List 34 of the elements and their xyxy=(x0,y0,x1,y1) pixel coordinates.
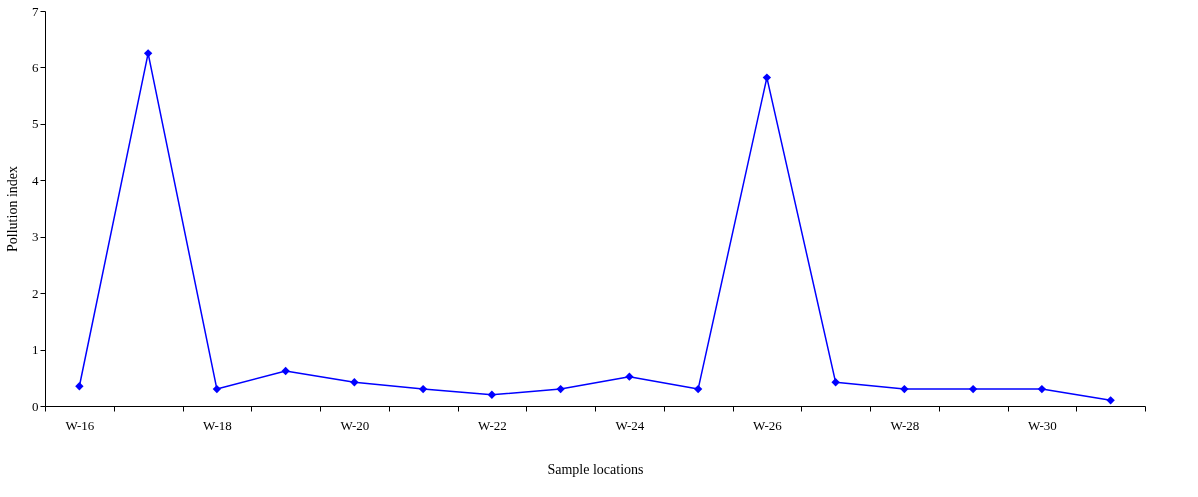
x-axis-title: Sample locations xyxy=(547,461,644,477)
point xyxy=(1037,384,1047,394)
y-tick-label: 7 xyxy=(32,3,39,19)
point xyxy=(487,390,497,399)
x-tick-label: W-24 xyxy=(615,417,645,433)
y-tick-label: 5 xyxy=(32,116,39,132)
point xyxy=(900,384,909,394)
point xyxy=(350,378,359,387)
point xyxy=(143,49,153,58)
point xyxy=(418,384,428,394)
point xyxy=(693,384,703,394)
point xyxy=(625,372,634,381)
x-tick-label: W-30 xyxy=(1027,417,1057,433)
point xyxy=(281,366,290,376)
point xyxy=(212,384,222,394)
y-tick-label: 1 xyxy=(32,342,39,358)
x-tick-label: W-28 xyxy=(890,417,920,433)
x-tick-label: W-18 xyxy=(202,417,232,433)
y-tick-label: 2 xyxy=(32,285,39,301)
y-tick-label: 3 xyxy=(32,229,39,245)
y-tick-label: 0 xyxy=(32,398,39,414)
x-tick-label: W-16 xyxy=(65,417,95,433)
x-tick-label: W-20 xyxy=(340,417,370,433)
x-tick-label: W-26 xyxy=(752,417,783,433)
point xyxy=(75,382,84,391)
point xyxy=(762,73,772,82)
point xyxy=(1106,396,1115,405)
y-axis-title: Pollution index xyxy=(5,166,20,252)
x-tick-label: W-22 xyxy=(477,417,507,433)
point xyxy=(968,384,978,394)
point xyxy=(556,384,565,394)
y-tick-label: 6 xyxy=(32,59,39,75)
y-tick-label: 4 xyxy=(32,172,39,188)
point xyxy=(831,378,840,387)
